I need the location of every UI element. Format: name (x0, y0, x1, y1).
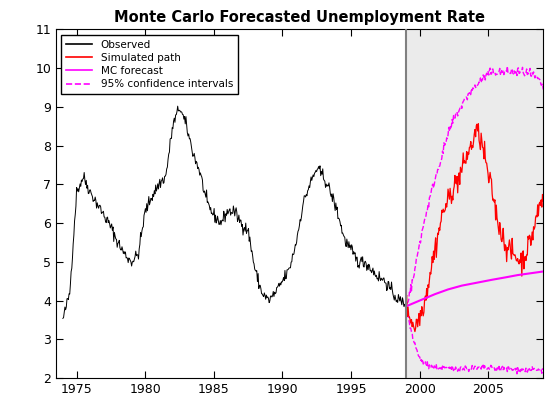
Legend: Observed, Simulated path, MC forecast, 95% confidence intervals: Observed, Simulated path, MC forecast, 9… (61, 34, 239, 95)
Title: Monte Carlo Forecasted Unemployment Rate: Monte Carlo Forecasted Unemployment Rate (114, 10, 485, 26)
Bar (406, 29, 557, 378)
